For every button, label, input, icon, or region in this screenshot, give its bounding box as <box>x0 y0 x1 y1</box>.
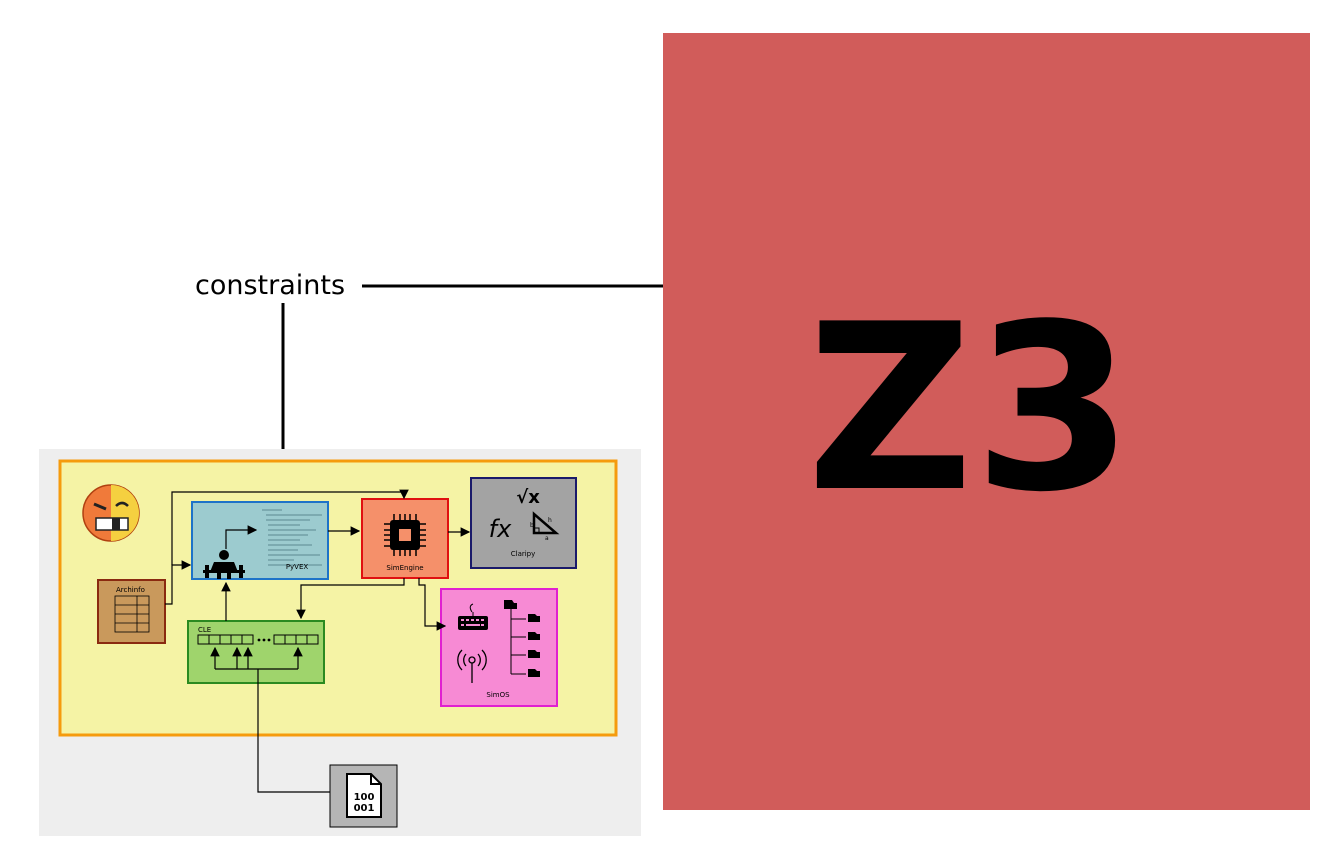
claripy-box <box>470 477 577 569</box>
angry-face-icon <box>82 484 140 542</box>
claripy-sqrt: √x <box>516 487 540 508</box>
binary-text-bottom: 001 <box>354 803 375 814</box>
constraints-label: constraints <box>195 270 345 301</box>
keyboard-icon <box>458 603 488 630</box>
connectors <box>165 489 471 793</box>
claripy-fx: fx <box>489 515 512 543</box>
cle-load-arrows <box>210 646 303 670</box>
tri-b-label: b <box>530 522 534 529</box>
cle-ellipsis <box>257 638 271 642</box>
z3-block <box>663 33 1310 810</box>
tri-h-label: h <box>548 517 552 524</box>
tri-a-label: a <box>545 535 549 542</box>
archinfo-box <box>97 579 166 644</box>
pyvex-code-lines <box>262 509 322 566</box>
antenna-icon <box>457 649 487 683</box>
claripy-label: Claripy <box>511 550 536 558</box>
cpu-chip-icon <box>384 514 426 556</box>
folder-tree-icon <box>504 600 540 677</box>
math-function-icon: √x fx b h a <box>489 487 560 543</box>
simos-box <box>440 588 558 707</box>
binary-text-top: 100 <box>354 792 375 803</box>
simengine-label: SimEngine <box>386 564 423 572</box>
weightlifter-icon <box>203 550 245 579</box>
cle-label: CLE <box>198 626 211 634</box>
pyvex-label: PyVEX <box>286 563 309 571</box>
binary-file-icon: 100 001 <box>346 773 382 818</box>
archinfo-label: Archinfo <box>116 586 145 594</box>
cle-memory-cells <box>197 634 319 645</box>
archinfo-table <box>114 595 150 633</box>
z3-label: Z3 <box>807 276 1134 543</box>
simos-label: SimOS <box>486 691 510 699</box>
